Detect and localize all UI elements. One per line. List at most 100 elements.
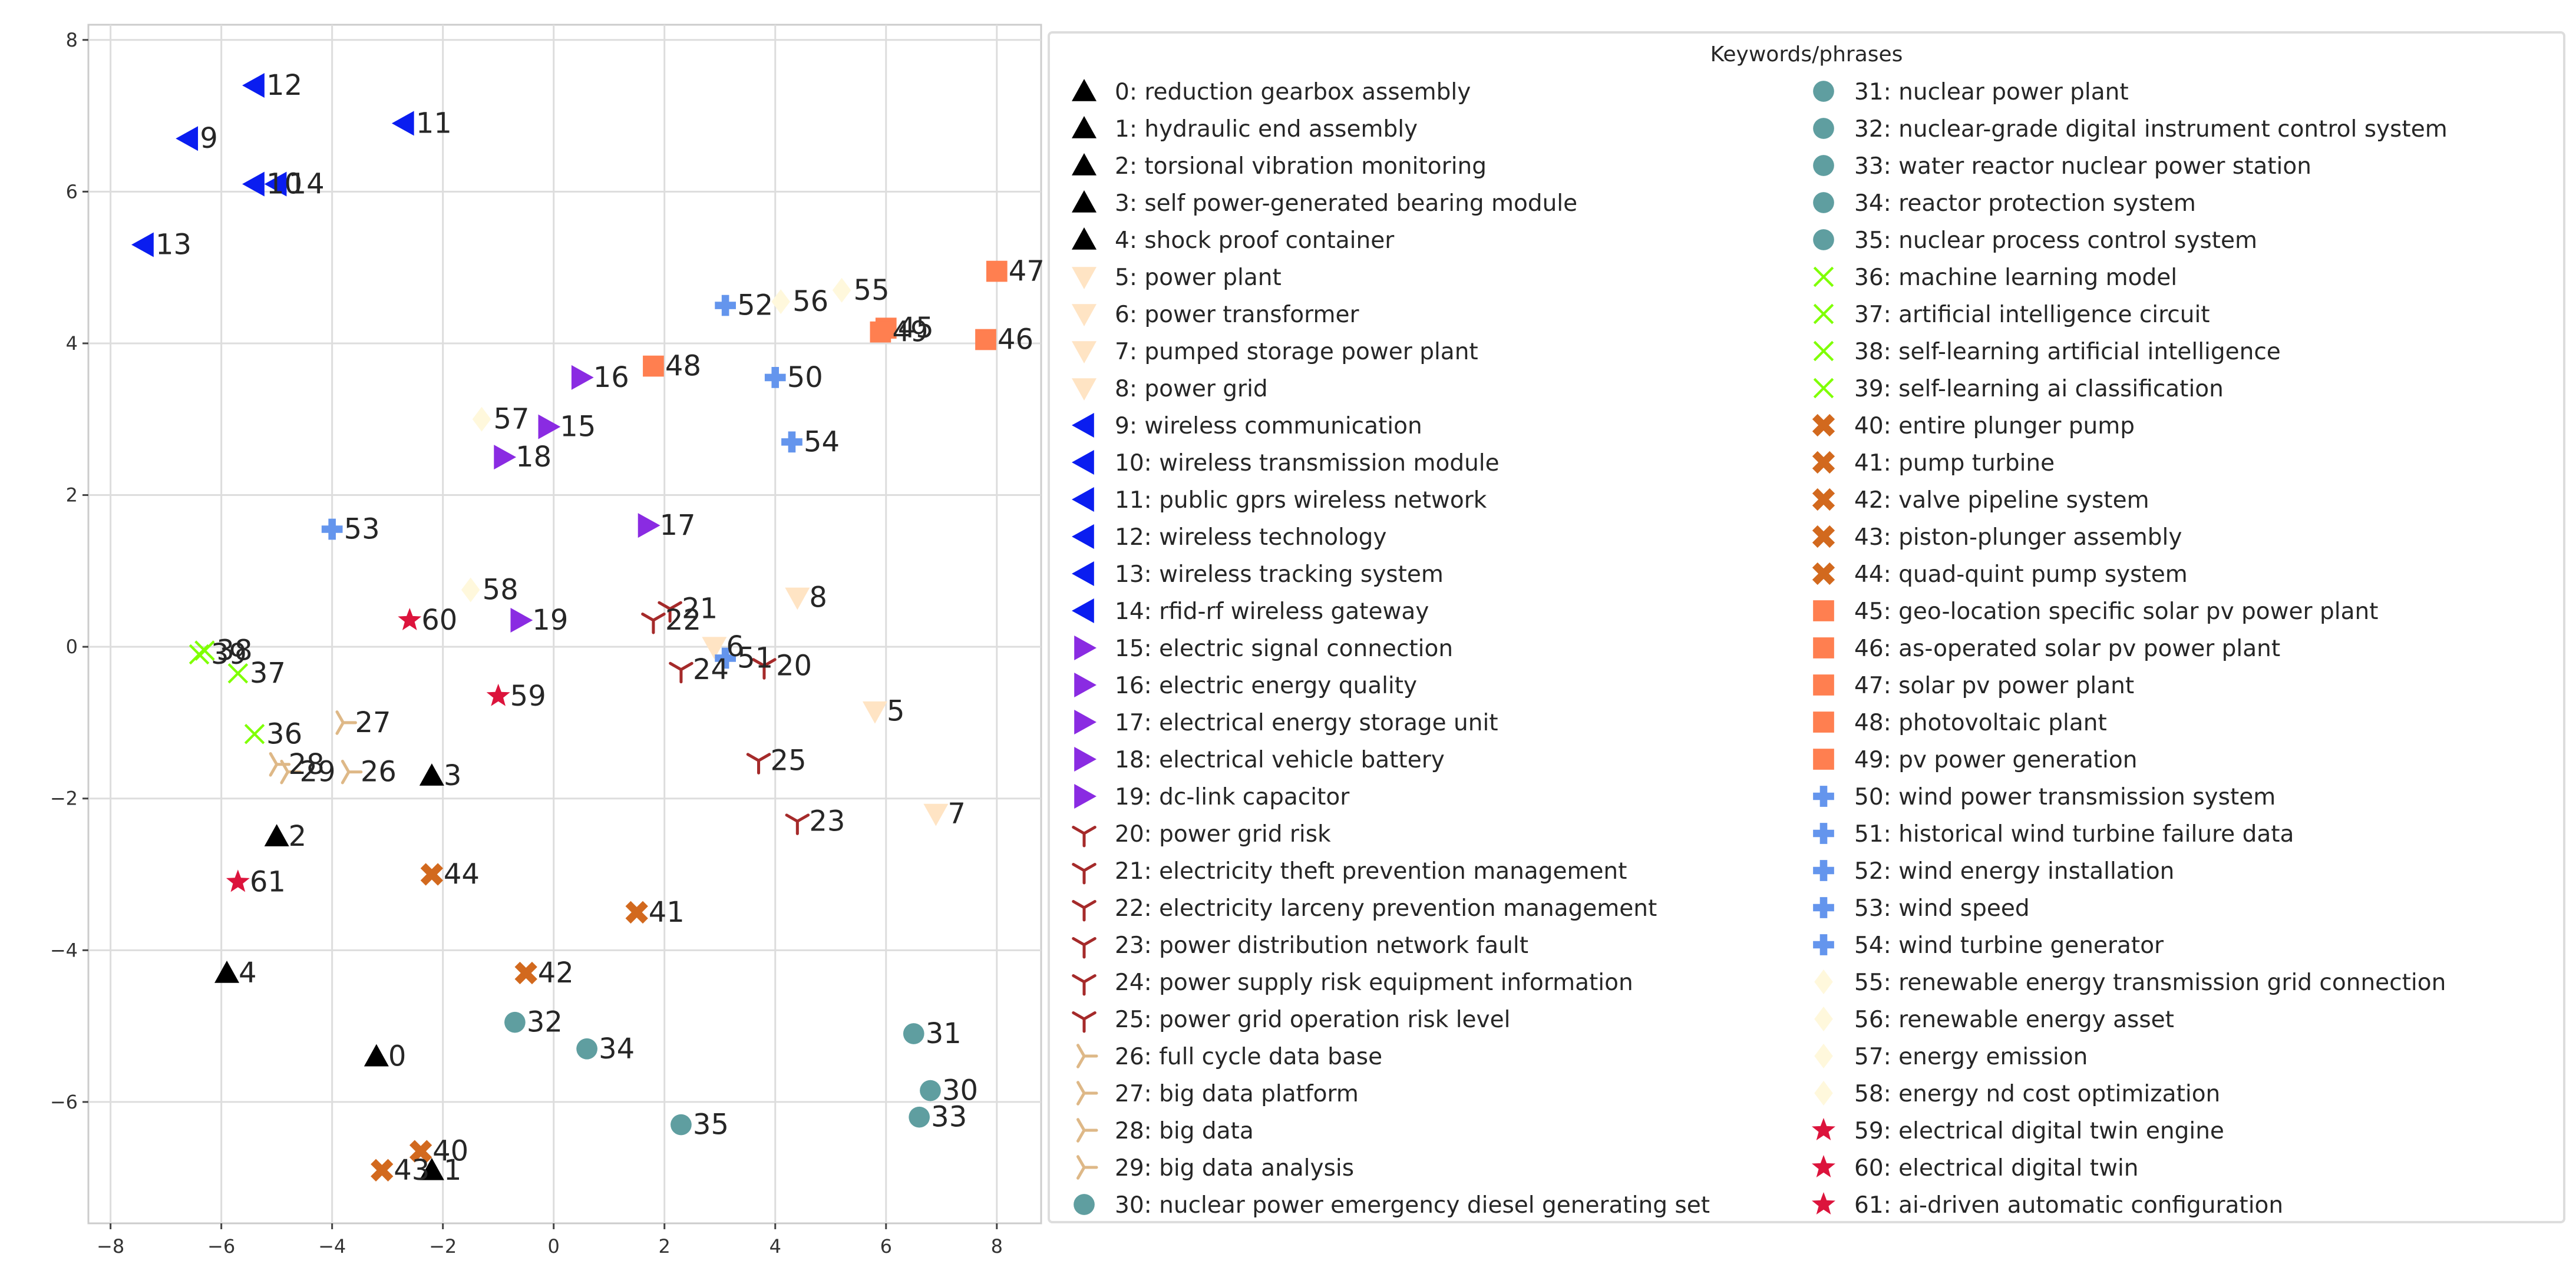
legend-label-39: 39: self-learning ai classification — [1854, 376, 2224, 402]
legend-label-0: 0: reduction gearbox assembly — [1115, 79, 1471, 105]
plot-area — [87, 24, 1042, 1225]
point-label-50: 50 — [787, 361, 823, 394]
point-34 — [576, 1038, 597, 1060]
point-14 — [264, 171, 287, 197]
point-6 — [702, 637, 727, 660]
legend-marker-39 — [1813, 378, 1834, 399]
point-21 — [658, 601, 682, 623]
point-label-6: 6 — [726, 630, 744, 663]
legend-label-52: 52: wind energy installation — [1854, 858, 2174, 885]
point-label-9: 9 — [200, 122, 218, 155]
point-label-25: 25 — [771, 744, 807, 777]
legend-marker-46 — [1813, 637, 1834, 658]
legend-label-20: 20: power grid risk — [1115, 821, 1331, 848]
legend-title: Keywords/phrases — [1710, 42, 1903, 67]
point-15 — [538, 414, 561, 439]
point-59 — [486, 683, 510, 706]
point-label-29: 29 — [299, 756, 335, 789]
legend-marker-48 — [1813, 712, 1834, 733]
legend-label-27: 27: big data platform — [1115, 1081, 1359, 1107]
point-label-61: 61 — [250, 865, 286, 898]
point-label-40: 40 — [432, 1135, 468, 1168]
point-27 — [335, 710, 357, 735]
point-19 — [510, 608, 533, 633]
legend-label-11: 11: public gprs wireless network — [1115, 487, 1487, 514]
point-label-18: 18 — [516, 441, 551, 474]
legend-label-60: 60: electrical digital twin — [1854, 1155, 2139, 1182]
legend-label-26: 26: full cycle data base — [1115, 1044, 1382, 1070]
point-26 — [341, 759, 363, 785]
legend-marker-31 — [1813, 81, 1834, 102]
legend-label-7: 7: pumped storage power plant — [1115, 339, 1478, 365]
legend-marker-51 — [1813, 823, 1834, 844]
legend-marker-2 — [1072, 153, 1097, 176]
x-tick-label: 0 — [548, 1235, 560, 1257]
point-24 — [669, 661, 693, 684]
point-46 — [975, 329, 996, 350]
legend-label-5: 5: power plant — [1115, 264, 1282, 291]
x-tick-label: 6 — [880, 1235, 892, 1257]
point-5 — [862, 701, 887, 724]
legend-marker-23 — [1072, 936, 1097, 959]
legend-marker-4 — [1072, 227, 1097, 250]
point-61 — [226, 869, 250, 892]
point-30 — [920, 1080, 941, 1101]
legend-marker-53 — [1813, 897, 1834, 918]
legend-marker-25 — [1072, 1011, 1097, 1033]
point-label-59: 59 — [510, 680, 546, 713]
point-25 — [746, 753, 771, 775]
legend-label-4: 4: shock proof container — [1115, 227, 1395, 254]
point-label-52: 52 — [737, 289, 773, 322]
legend-label-36: 36: machine learning model — [1854, 264, 2177, 291]
point-label-48: 48 — [665, 350, 701, 383]
legend-label-17: 17: electrical energy storage unit — [1115, 710, 1498, 736]
legend-marker-33 — [1813, 155, 1834, 176]
legend-marker-24 — [1072, 974, 1097, 996]
point-label-15: 15 — [560, 411, 596, 444]
legend-label-57: 57: energy emission — [1854, 1044, 2088, 1070]
legend-label-2: 2: torsional vibration monitoring — [1115, 153, 1487, 180]
legend-marker-3 — [1072, 190, 1097, 213]
x-tick-label: −6 — [207, 1235, 235, 1257]
point-16 — [571, 365, 594, 390]
point-label-17: 17 — [660, 509, 696, 542]
y-tick-label: −6 — [50, 1091, 78, 1113]
x-tick-label: 2 — [659, 1235, 671, 1257]
point-label-34: 34 — [599, 1033, 635, 1065]
point-label-56: 56 — [792, 285, 828, 318]
legend-marker-34 — [1813, 192, 1834, 213]
point-12 — [242, 73, 265, 98]
point-22 — [641, 613, 666, 634]
point-37 — [227, 663, 249, 684]
point-13 — [131, 232, 154, 257]
legend-label-58: 58: energy nd cost optimization — [1854, 1081, 2220, 1107]
point-9 — [176, 126, 199, 151]
legend-label-61: 61: ai-driven automatic configuration — [1854, 1192, 2283, 1219]
point-54 — [781, 431, 802, 453]
legend-marker-59 — [1812, 1118, 1835, 1140]
point-label-39: 39 — [211, 638, 247, 671]
point-1 — [419, 1157, 444, 1180]
legend-marker-32 — [1813, 118, 1834, 139]
point-52 — [715, 294, 736, 316]
legend-label-35: 35: nuclear process control system — [1854, 227, 2257, 254]
point-18 — [494, 445, 517, 470]
legend-marker-45 — [1813, 600, 1834, 621]
point-label-12: 12 — [266, 69, 302, 102]
legend-marker-29 — [1076, 1155, 1098, 1180]
legend-label-23: 23: power distribution network fault — [1115, 932, 1528, 959]
point-17 — [638, 513, 660, 538]
legend-label-55: 55: renewable energy transmission grid c… — [1854, 969, 2446, 996]
legend-label-33: 33: water reactor nuclear power station — [1854, 153, 2311, 180]
legend-marker-9 — [1072, 413, 1094, 438]
point-20 — [752, 658, 777, 680]
legend-label-21: 21: electricity theft prevention managem… — [1115, 858, 1627, 885]
y-tick-label: −2 — [50, 787, 78, 810]
point-58 — [461, 577, 480, 603]
point-label-21: 21 — [682, 593, 718, 626]
y-tick-label: −4 — [50, 939, 78, 961]
point-label-10: 10 — [266, 167, 302, 200]
x-tick-label: −2 — [429, 1235, 457, 1257]
point-label-54: 54 — [804, 425, 840, 458]
point-7 — [923, 803, 949, 826]
